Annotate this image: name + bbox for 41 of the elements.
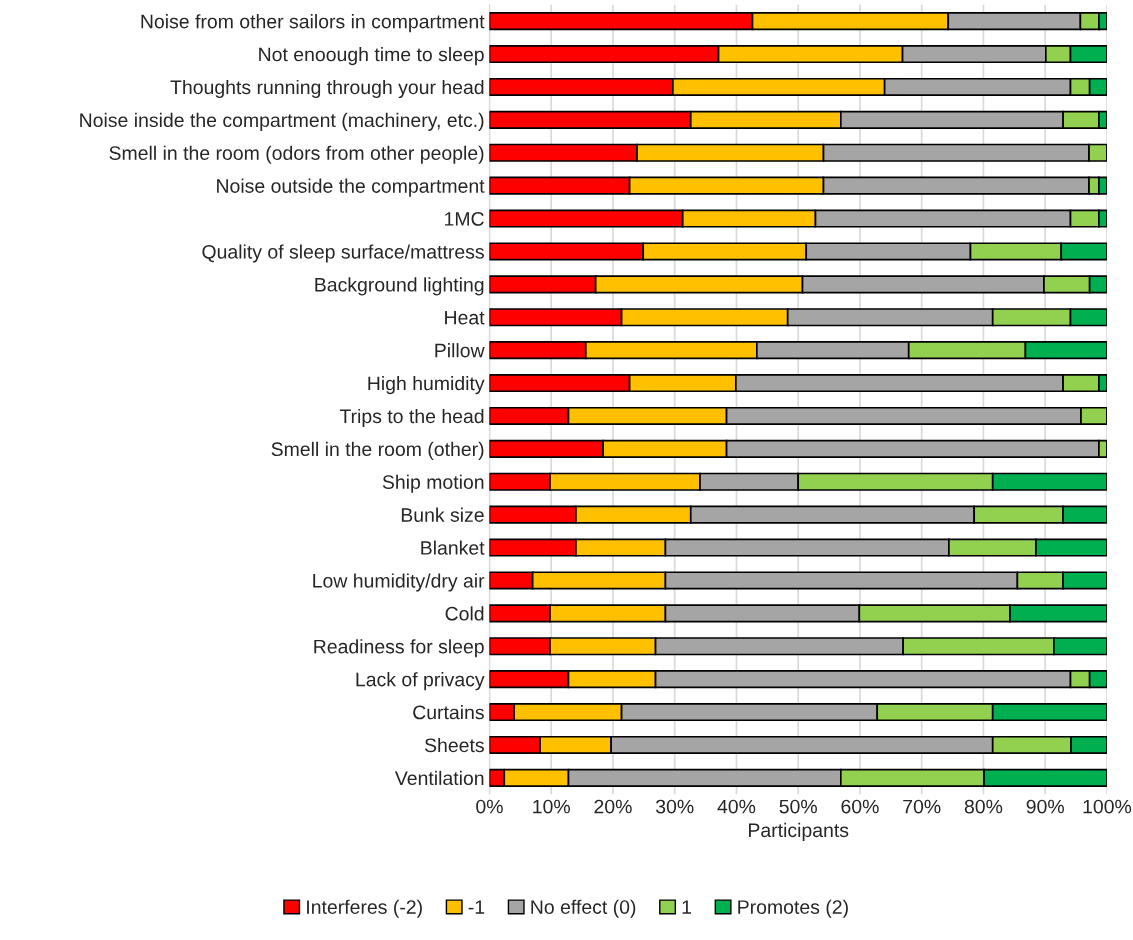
y-tick-label: High humidity <box>368 376 485 395</box>
y-tick-label: Trips to the head <box>339 408 484 428</box>
y-tick-label: Low humidity/dry air <box>313 573 485 592</box>
x-tick-label: 60% <box>841 799 879 814</box>
x-tick-label: 30% <box>655 799 694 814</box>
y-tick-label: Cold <box>445 606 484 621</box>
y-tick-label: 1MC <box>445 212 484 226</box>
legend-label: Interferes (-2) <box>307 899 422 918</box>
y-tick-label: Curtains <box>413 705 484 720</box>
y-tick-label: Ventilation <box>394 770 484 786</box>
y-tick-label: Thoughts running through your head <box>170 79 484 99</box>
y-tick-label: Bunk size <box>401 507 484 522</box>
x-tick-label: 20% <box>594 799 632 814</box>
y-tick-label: Sheets <box>424 737 484 753</box>
x-tick-label: 0% <box>476 799 503 814</box>
x-tick-label: 50% <box>779 799 817 814</box>
y-tick-label: Noise from other sailors in compartment <box>141 14 485 33</box>
x-tick-label: 10% <box>533 799 570 814</box>
y-tick-label: Quality of sleep surface/mattress <box>202 244 484 263</box>
y-tick-label: Not enoough time to sleep <box>259 47 484 66</box>
x-tick-label: 80% <box>964 799 1003 814</box>
legend-label: 1 <box>682 900 692 914</box>
x-axis-title: Participants <box>749 822 849 841</box>
y-tick-label: Blanket <box>421 540 485 555</box>
y-tick-label: Background lighting <box>315 277 484 296</box>
x-tick-label: 40% <box>717 799 756 814</box>
y-tick-label: Readiness for sleep <box>314 639 484 658</box>
y-tick-label: Noise inside the compartment (machinery, etc.) <box>80 112 484 131</box>
legend-label: -1 <box>468 900 485 914</box>
y-tick-label: Heat <box>445 310 485 325</box>
y-tick-label: Ship motion <box>382 474 484 493</box>
x-tick-label: 90% <box>1026 799 1064 814</box>
legend-label: Promotes (2) <box>738 899 848 918</box>
y-tick-label: Smell in the room (other) <box>271 441 484 460</box>
y-tick-label: Lack of privacy <box>356 672 485 691</box>
y-tick-label: Pillow <box>435 343 485 358</box>
legend-label: No effect (0) <box>531 899 636 918</box>
y-tick-label: Noise outside the compartment <box>217 178 485 197</box>
x-tick-label: 100% <box>1083 799 1132 814</box>
y-tick-label: Smell in the room (odors from other people) <box>109 145 484 164</box>
x-tick-label: 70% <box>903 799 941 814</box>
